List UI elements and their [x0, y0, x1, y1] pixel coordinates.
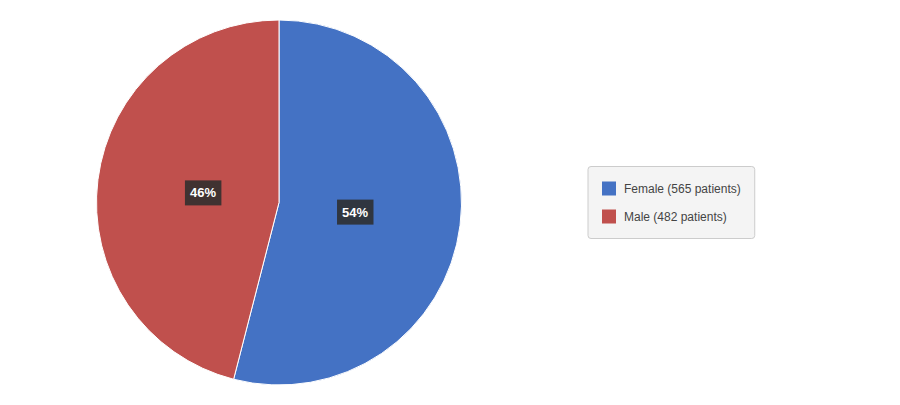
legend-swatch [602, 210, 616, 224]
data-label-group: 54% [337, 200, 373, 225]
legend-frame [588, 167, 755, 239]
data-label: 54% [342, 205, 368, 220]
data-label-box [337, 200, 373, 225]
pie: 54% 46% [97, 20, 462, 385]
legend-item: Female (565 patients) [602, 182, 741, 196]
data-labels: 54% 46% [185, 180, 374, 224]
data-label: 46% [190, 185, 216, 200]
legend-label: Female (565 patients) [624, 182, 741, 196]
legend: Female (565 patients) Male (482 patients) [588, 167, 755, 239]
slices [97, 20, 462, 385]
legend-swatch [602, 182, 616, 196]
data-label-box [185, 180, 221, 205]
chart: 54% 46% Female (565 patients) Male (482 pat… [0, 0, 900, 405]
pie-slice [97, 20, 279, 379]
legend-label: Male (482 patients) [624, 210, 727, 224]
legend-item: Male (482 patients) [602, 210, 727, 224]
data-label-group: 46% [185, 180, 221, 205]
